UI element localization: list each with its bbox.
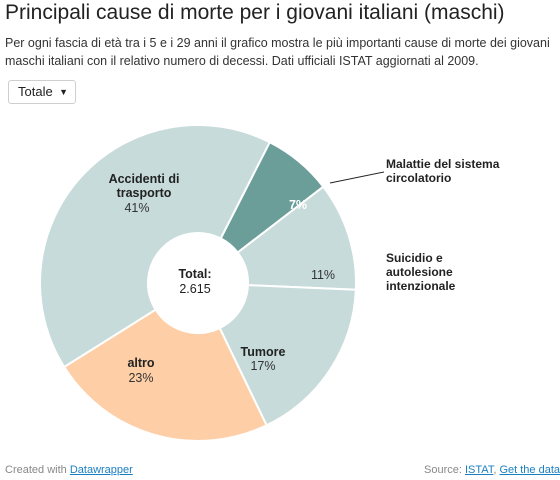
center-total-value: 2.615 — [179, 282, 210, 296]
leader-line-malattie-del-sistema-circolatorio — [329, 171, 385, 184]
center-total-label: Total: — [178, 267, 211, 281]
chart-title: Principali cause di morte per i giovani … — [5, 1, 505, 24]
slice-percent-malattie-del-sistema-circolatorio: 7% — [289, 198, 307, 212]
slice-percent-tumore: 17% — [250, 359, 275, 373]
footer-created-prefix: Created with — [5, 464, 67, 476]
slice-name-malattie-del-sistema-circolatorio: Malattie del sistema circolatorio — [386, 157, 500, 185]
slice-suicidio-e-autolesione-intenzionale[interactable] — [236, 185, 357, 291]
footer-source: Source: ISTAT, Get the data — [424, 464, 560, 476]
slice-percent-accidenti-di-trasporto: 41% — [124, 201, 149, 215]
filter-select[interactable]: Totale ▼ — [8, 80, 76, 104]
slice-name-altro: altro — [127, 356, 154, 370]
slice-altro[interactable] — [62, 308, 268, 442]
footer-source-prefix: Source: — [424, 464, 462, 476]
slice-tumore[interactable] — [218, 284, 357, 427]
slice-labels: Malattie del sistema circolatorio 7% Suicid… — [109, 157, 500, 385]
footer-credit: Created with Datawrapper — [5, 464, 133, 476]
leader-lines — [329, 171, 385, 184]
chart-description: Per ogni fascia di età tra i 5 e i 29 an… — [5, 36, 550, 68]
donut-slices — [39, 124, 357, 442]
slice-percent-altro: 23% — [128, 371, 153, 385]
filter-selected-value: Totale — [18, 84, 53, 99]
get-the-data-link[interactable]: Get the data — [499, 464, 560, 476]
slice-name-accidenti-di-trasporto: Accidenti di trasporto — [109, 172, 180, 200]
slice-name-tumore: Tumore — [241, 345, 286, 359]
footer-separator: , — [493, 464, 500, 476]
source-link[interactable]: ISTAT — [465, 464, 494, 476]
slice-accidenti-di-trasporto[interactable] — [39, 124, 272, 369]
dropdown-arrow-icon: ▼ — [59, 87, 68, 97]
donut-center: Total:2.615 — [178, 267, 211, 296]
slice-name-suicidio-e-autolesione-intenzionale: Suicidio e autolesione intenzionale — [386, 251, 456, 293]
datawrapper-link[interactable]: Datawrapper — [69, 464, 133, 476]
slice-percent-suicidio-e-autolesione-intenzionale: 11% — [311, 268, 335, 282]
